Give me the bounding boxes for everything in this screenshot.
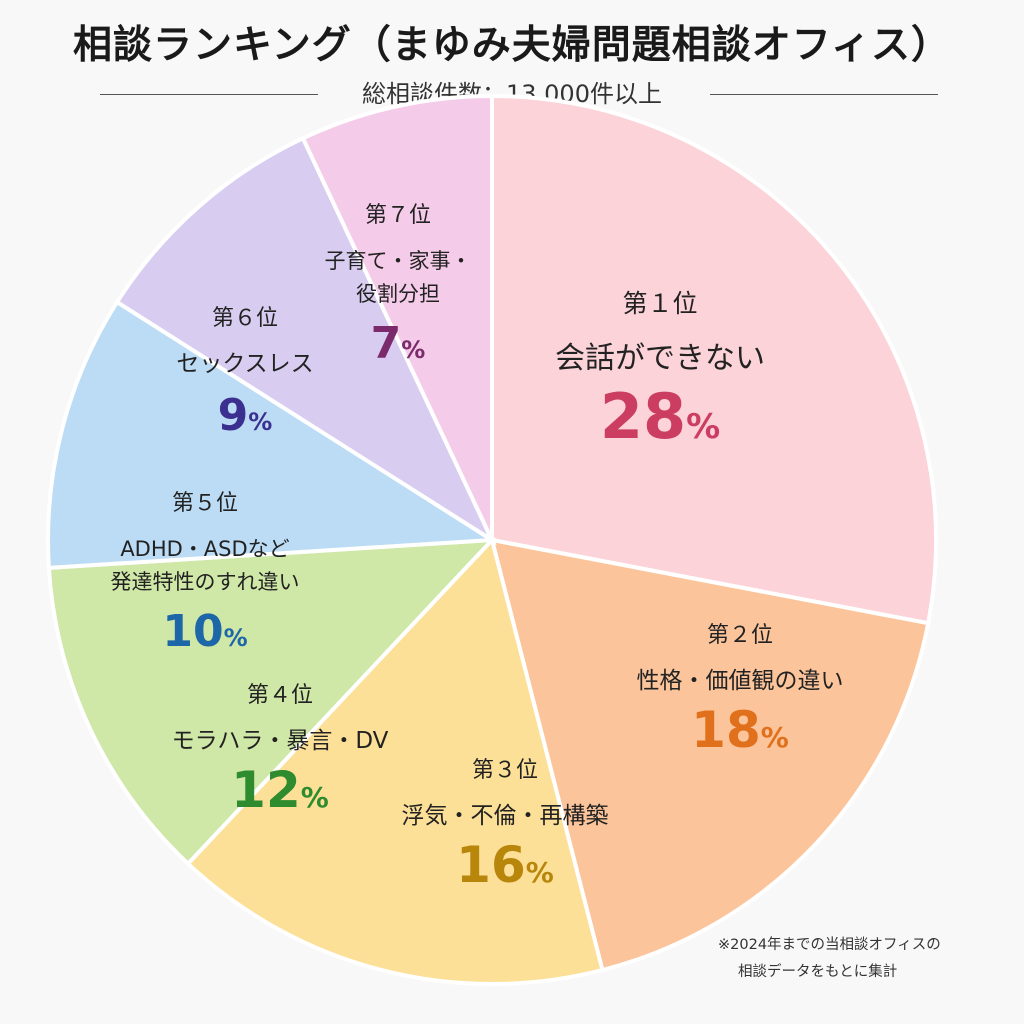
slice-value-3: 16%	[456, 836, 554, 894]
slice-label-1-1: 会話ができない	[555, 341, 765, 376]
pie-slice-7	[300, 93, 494, 541]
subtitle-rule-left	[100, 94, 318, 95]
slice-rank-7: 第７位	[365, 203, 431, 228]
slice-value-2: 18%	[691, 701, 789, 759]
slice-rank-6: 第６位	[212, 306, 278, 331]
footnote: ※2024年までの当相談オフィスの 相談データをもとに集計	[718, 932, 1008, 986]
subtitle-rule-right	[710, 94, 938, 95]
slice-label-5-2: 発達特性のすれ違い	[111, 570, 300, 594]
pie-slice-3	[185, 535, 605, 986]
slice-rank-3: 第３位	[472, 758, 538, 783]
pie-slice-6	[114, 135, 497, 546]
chart-title: 相談ランキング（まゆみ夫婦問題相談オフィス）	[72, 23, 952, 68]
slice-rank-4: 第４位	[247, 683, 313, 708]
slice-label-3-1: 浮気・不倫・再構築	[402, 803, 609, 829]
slice-value-6: 9%	[218, 390, 273, 441]
slice-label-6-1: セックスレス	[176, 351, 313, 377]
slice-value-4: 12%	[231, 761, 329, 819]
slice-rank-1: 第１位	[622, 289, 697, 318]
footnote-line-2: 相談データをもとに集計	[738, 964, 898, 980]
slice-rank-5: 第５位	[172, 491, 238, 516]
pie-slice-5	[46, 299, 499, 571]
slice-value-5: 10%	[162, 606, 247, 657]
slice-value-1: 28%	[600, 380, 720, 453]
pie-slice-2	[489, 537, 931, 973]
slice-label-2-1: 性格・価値観の違い	[637, 668, 844, 694]
slice-value-7: 7%	[371, 318, 426, 369]
footnote-line-1: ※2024年までの当相談オフィスの	[718, 937, 941, 953]
slice-label-4-1: モラハラ・暴言・DV	[172, 728, 389, 754]
slice-label-5-1: ADHD・ASDなど	[120, 537, 289, 561]
slice-rank-2: 第２位	[707, 623, 773, 648]
pie-slice-4	[46, 537, 497, 867]
slice-label-7-1: 子育て・家事・	[325, 249, 472, 273]
pie-slice-1	[490, 93, 938, 626]
slice-label-7-2: 役割分担	[356, 282, 440, 306]
